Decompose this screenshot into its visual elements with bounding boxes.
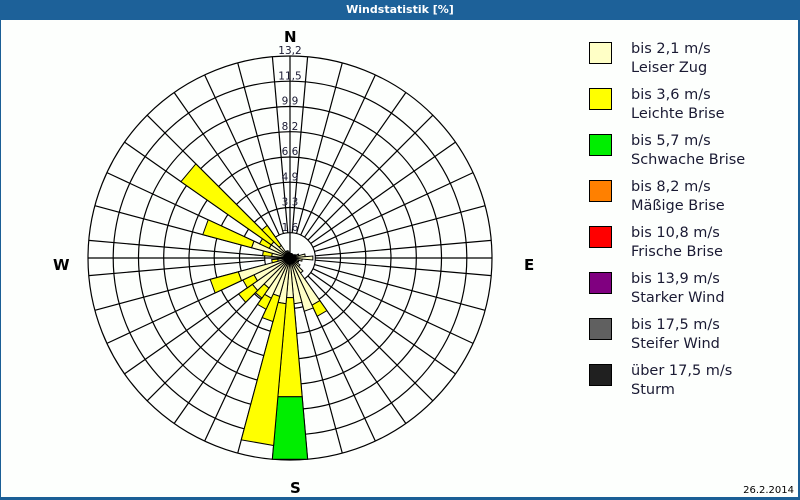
legend-swatch [589,88,612,110]
compass-east-label: E [524,256,535,274]
radial-tick-labels: 1,6 3,3 4,9 6,6 8,2 9,9 11,5 13,2 [278,45,301,234]
legend-speed: bis 10,8 m/s [631,225,720,241]
legend-swatch [589,226,612,248]
legend-speed: über 17,5 m/s [631,363,733,379]
legend-speed: bis 5,7 m/s [631,133,711,149]
legend-swatch [589,134,612,156]
legend-name: Frische Brise [631,244,723,260]
legend-swatch [589,42,612,64]
date-stamp: 26.2.2014 [743,485,794,496]
legend-speed: bis 17,5 m/s [631,317,720,333]
chart-panel [1,20,798,499]
legend-name: Starker Wind [631,290,725,306]
svg-text:4,9: 4,9 [282,171,299,183]
legend-name: Leiser Zug [631,60,708,76]
legend-swatch [589,272,612,294]
legend-swatch [589,364,612,386]
legend-swatch [589,180,612,202]
legend-swatch [589,318,612,340]
compass-north-label: N [284,28,297,46]
compass-west-label: W [53,256,70,274]
polar-grid [87,55,493,461]
legend-name: Mäßige Brise [631,198,725,214]
svg-text:3,3: 3,3 [282,197,299,209]
legend-speed: bis 2,1 m/s [631,41,711,57]
legend-speed: bis 3,6 m/s [631,87,711,103]
compass-south-label: S [290,479,301,497]
legend-name: Steifer Wind [631,336,720,352]
svg-text:8,2: 8,2 [282,121,299,133]
legend-name: Schwache Brise [631,152,746,168]
svg-text:13,2: 13,2 [278,45,301,57]
svg-text:1,6: 1,6 [282,222,299,234]
legend-speed: bis 8,2 m/s [631,179,711,195]
legend-speed: bis 13,9 m/s [631,271,720,287]
window-title: Windstatistik [%] [0,0,800,20]
svg-text:6,6: 6,6 [282,146,299,158]
legend-name: Leichte Brise [631,106,725,122]
svg-text:9,9: 9,9 [282,96,299,108]
svg-text:11,5: 11,5 [278,70,301,82]
wind-sectors [180,163,328,460]
legend-name: Sturm [631,382,675,398]
